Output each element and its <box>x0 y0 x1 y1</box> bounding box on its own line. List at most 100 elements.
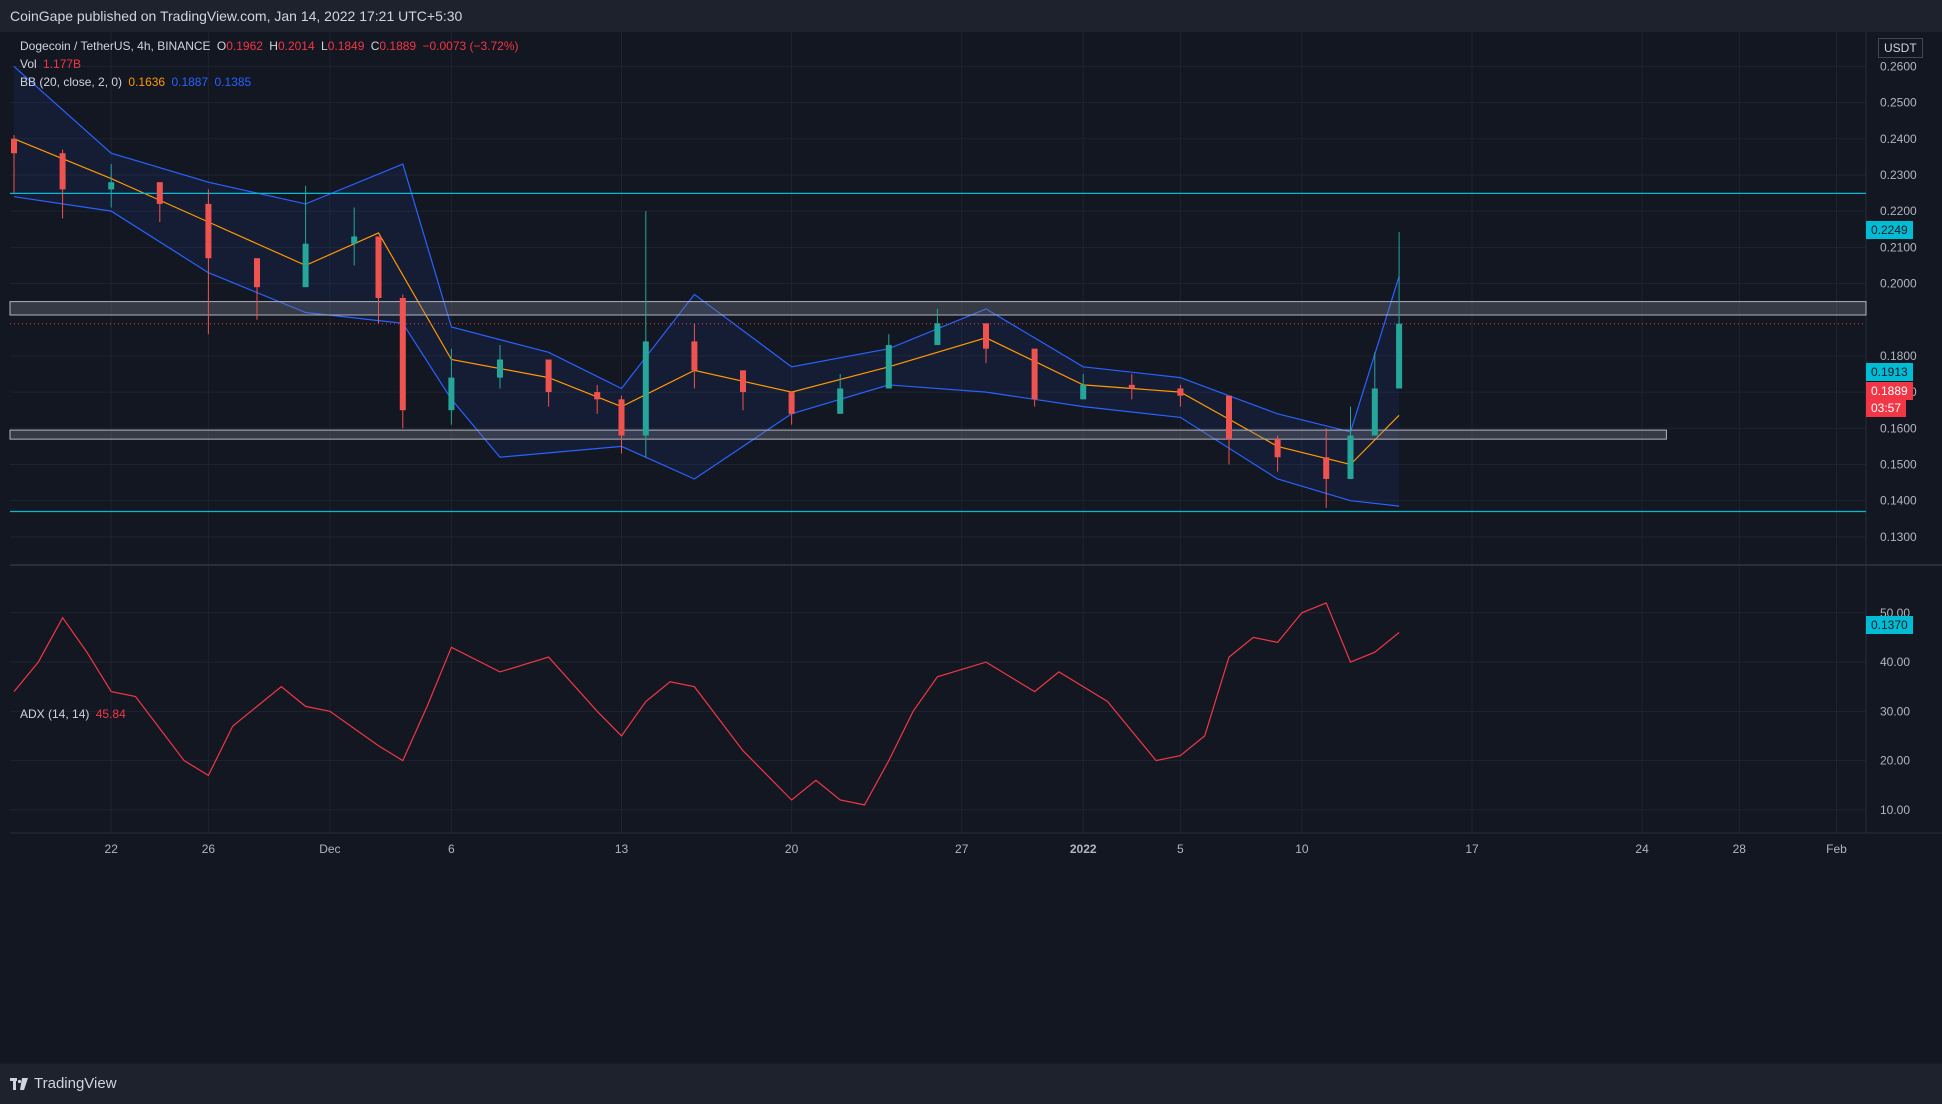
change-value: −0.0073 (−3.72%) <box>422 39 519 53</box>
candle-body <box>351 236 358 244</box>
candle-body <box>983 323 989 349</box>
candle-body <box>1080 384 1087 400</box>
candle-body <box>1347 435 1354 479</box>
level-tag-upper: 0.2249 <box>1866 221 1913 239</box>
price-tick-label: 0.1500 <box>1880 457 1917 471</box>
adx-tick-label: 20.00 <box>1880 754 1910 768</box>
symbol-label: Dogecoin / TetherUS, 4h, BINANCE <box>20 39 211 53</box>
adx-tick-label: 40.00 <box>1880 655 1910 669</box>
time-tick-label: 27 <box>955 842 969 856</box>
adx-value: 45.84 <box>95 707 126 721</box>
candle-body <box>108 182 115 190</box>
bb-basis-value: 0.1636 <box>128 75 166 89</box>
close-value: 0.1889 <box>379 39 417 53</box>
time-tick-label: 2022 <box>1070 842 1097 856</box>
adx-tick-label: 10.00 <box>1880 803 1910 817</box>
adx-line <box>13 602 1400 806</box>
bb-fill <box>14 66 1400 507</box>
volume-legend: Vol 1.177B <box>20 57 84 71</box>
time-tick-label: 10 <box>1295 842 1309 856</box>
candle-body <box>837 388 844 414</box>
time-tick-label: 22 <box>105 842 119 856</box>
candle-body <box>642 341 649 436</box>
countdown-tag: 03:57 <box>1866 399 1907 417</box>
bb-lower-value: 0.1385 <box>214 75 252 89</box>
support-resistance-zone <box>9 301 1867 316</box>
level-tag-lower: 0.1370 <box>1866 616 1913 634</box>
candle-body <box>618 399 625 436</box>
bb-upper-line <box>13 65 1400 433</box>
candle-body <box>1226 395 1232 440</box>
candle-body <box>254 258 260 288</box>
candle-body <box>885 345 892 389</box>
candle-body <box>788 392 795 414</box>
price-tick-label: 0.1800 <box>1880 349 1917 363</box>
candle-body <box>302 243 309 288</box>
level-tag-zone: 0.1913 <box>1866 363 1913 381</box>
brand-name: TradingView <box>34 1075 117 1092</box>
price-tick-label: 0.2500 <box>1880 96 1917 110</box>
high-value: 0.2014 <box>277 39 315 53</box>
candle-body <box>59 153 66 190</box>
candle-body <box>1323 457 1330 479</box>
bb-upper-value: 0.1887 <box>171 75 209 89</box>
time-tick-label: Feb <box>1826 842 1847 856</box>
bb-lower-line <box>13 196 1400 507</box>
candle-body <box>934 323 941 346</box>
price-tick-label: 0.2600 <box>1880 59 1917 73</box>
price-tick-label: 0.1400 <box>1880 494 1917 508</box>
currency-badge[interactable]: USDT <box>1878 38 1923 58</box>
candle-body <box>1128 384 1135 389</box>
published-info: CoinGape published on TradingView.com, J… <box>10 8 463 24</box>
bottom-bar: TradingView <box>0 1064 1942 1104</box>
close-label: C <box>370 39 380 53</box>
price-tick-label: 0.2000 <box>1880 277 1917 291</box>
time-tick-label: 5 <box>1177 842 1184 856</box>
time-tick-label: 24 <box>1635 842 1649 856</box>
main-legend: Dogecoin / TetherUS, 4h, BINANCE O0.1962… <box>20 39 522 53</box>
top-bar: CoinGape published on TradingView.com, J… <box>0 0 1942 32</box>
bb-legend: BB (20, close, 2, 0) 0.1636 0.1887 0.138… <box>20 75 254 89</box>
candle-body <box>399 298 406 411</box>
candle-body <box>1396 323 1403 389</box>
last-price-tag: 0.1889 <box>1866 382 1913 400</box>
adx-label: ADX (14, 14) <box>20 707 90 721</box>
time-tick-label: Dec <box>319 842 340 856</box>
bb-label: BB (20, close, 2, 0) <box>20 75 123 89</box>
candle-body <box>691 341 698 371</box>
time-tick-label: 28 <box>1733 842 1747 856</box>
adx-tick-label: 30.00 <box>1880 704 1910 718</box>
candle-body <box>11 138 17 154</box>
chart-canvas[interactable]: 0.2600 0.2500 0.2400 0.2300 0.2200 0.2100 0.20… <box>0 32 1942 1062</box>
candle-body <box>448 377 455 411</box>
price-tick-label: 0.2200 <box>1880 204 1917 218</box>
high-label: H <box>269 39 278 53</box>
candle-body <box>205 203 212 259</box>
time-tick-label: 26 <box>202 842 216 856</box>
candle-body <box>1274 439 1281 458</box>
candle-body <box>1177 388 1184 396</box>
time-tick-label: 6 <box>448 842 455 856</box>
candle-body <box>740 370 746 393</box>
support-resistance-zone <box>9 429 1667 440</box>
candle-body <box>594 392 601 400</box>
low-value: 0.1849 <box>327 39 365 53</box>
low-label: L <box>321 39 328 53</box>
candle-body <box>545 359 552 393</box>
price-tick-label: 0.2100 <box>1880 240 1917 254</box>
volume-label: Vol <box>20 57 37 71</box>
chart-frame[interactable]: 0.2600 0.2500 0.2400 0.2300 0.2200 0.2100 0.20… <box>0 32 1942 1062</box>
volume-value: 1.177B <box>43 57 82 71</box>
time-tick-label: 13 <box>615 842 629 856</box>
tradingview-icon <box>10 1077 28 1090</box>
price-tick-label: 0.1600 <box>1880 421 1917 435</box>
candle-body <box>497 359 503 378</box>
candle-body <box>1031 348 1038 400</box>
tradingview-logo: TradingView <box>10 1075 117 1092</box>
open-value: 0.1962 <box>226 39 263 53</box>
candle-body <box>375 236 382 298</box>
open-label: O <box>216 39 227 53</box>
time-tick-label: 17 <box>1465 842 1479 856</box>
price-tick-label: 0.2300 <box>1880 168 1917 182</box>
price-tick-label: 0.2400 <box>1880 132 1917 146</box>
